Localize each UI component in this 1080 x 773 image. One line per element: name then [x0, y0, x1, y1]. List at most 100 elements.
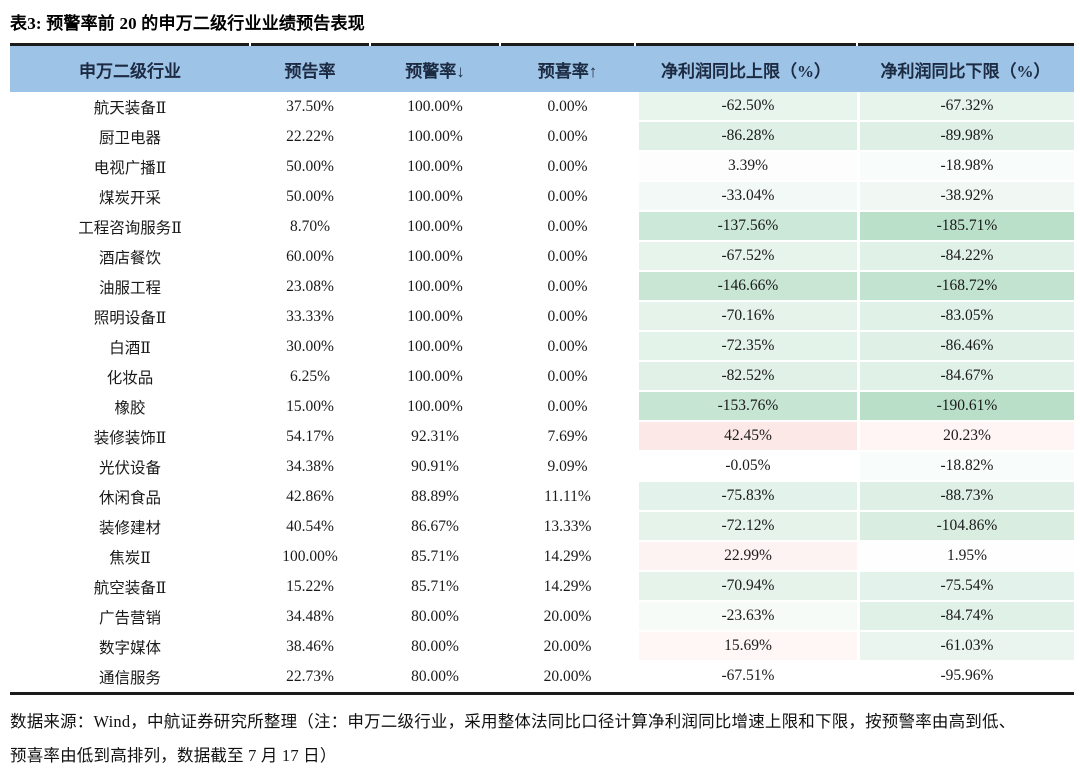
- table-row: 装修装饰Ⅱ 54.17% 92.31% 7.69% 42.45% 20.23%: [10, 422, 1074, 452]
- cell-upper-limit: -137.56%: [635, 212, 857, 242]
- cell-upper-limit: -0.05%: [635, 452, 857, 482]
- table-row: 化妆品 6.25% 100.00% 0.00% -82.52% -84.67%: [10, 362, 1074, 392]
- cell-warning-rate: 100.00%: [370, 272, 500, 302]
- cell-forecast-rate: 50.00%: [250, 182, 370, 212]
- cell-lower-limit: -89.98%: [857, 122, 1074, 152]
- table-row: 装修建材 40.54% 86.67% 13.33% -72.12% -104.86%: [10, 512, 1074, 542]
- cell-lower-limit: -75.54%: [857, 572, 1074, 602]
- cell-positive-rate: 0.00%: [500, 212, 635, 242]
- table-row: 厨卫电器 22.22% 100.00% 0.00% -86.28% -89.98%: [10, 122, 1074, 152]
- cell-upper-limit: 3.39%: [635, 152, 857, 182]
- cell-lower-limit: 20.23%: [857, 422, 1074, 452]
- cell-upper-limit: -72.12%: [635, 512, 857, 542]
- cell-lower-limit: -18.82%: [857, 452, 1074, 482]
- col-header-warning-rate: 预警率↓: [369, 43, 500, 92]
- cell-industry: 光伏设备: [10, 452, 250, 482]
- cell-industry: 数字媒体: [10, 632, 250, 662]
- cell-lower-limit: -168.72%: [857, 272, 1074, 302]
- cell-lower-limit: -84.22%: [857, 242, 1074, 272]
- cell-industry: 广告营销: [10, 602, 250, 632]
- cell-forecast-rate: 38.46%: [250, 632, 370, 662]
- cell-warning-rate: 100.00%: [370, 92, 500, 122]
- cell-forecast-rate: 37.50%: [250, 92, 370, 122]
- table-row: 工程咨询服务Ⅱ 8.70% 100.00% 0.00% -137.56% -185.71%: [10, 212, 1074, 242]
- cell-industry: 橡胶: [10, 392, 250, 422]
- table-row: 油服工程 23.08% 100.00% 0.00% -146.66% -168.72%: [10, 272, 1074, 302]
- table-row: 白酒Ⅱ 30.00% 100.00% 0.00% -72.35% -86.46%: [10, 332, 1074, 362]
- cell-forecast-rate: 33.33%: [250, 302, 370, 332]
- cell-positive-rate: 13.33%: [500, 512, 635, 542]
- cell-positive-rate: 0.00%: [500, 92, 635, 122]
- table-title: 表3: 预警率前 20 的申万二级行业业绩预告表现: [10, 14, 365, 33]
- cell-forecast-rate: 6.25%: [250, 362, 370, 392]
- col-header-industry: 申万二级行业: [10, 43, 250, 92]
- cell-forecast-rate: 34.48%: [250, 602, 370, 632]
- cell-lower-limit: -84.67%: [857, 362, 1074, 392]
- cell-lower-limit: 1.95%: [857, 542, 1074, 572]
- cell-positive-rate: 0.00%: [500, 302, 635, 332]
- cell-positive-rate: 9.09%: [500, 452, 635, 482]
- cell-upper-limit: 22.99%: [635, 542, 857, 572]
- cell-upper-limit: -75.83%: [635, 482, 857, 512]
- table-row: 照明设备Ⅱ 33.33% 100.00% 0.00% -70.16% -83.05%: [10, 302, 1074, 332]
- cell-warning-rate: 100.00%: [370, 152, 500, 182]
- cell-upper-limit: -82.52%: [635, 362, 857, 392]
- cell-upper-limit: -153.76%: [635, 392, 857, 422]
- cell-positive-rate: 14.29%: [500, 542, 635, 572]
- table-row: 通信服务 22.73% 80.00% 20.00% -67.51% -95.96%: [10, 662, 1074, 692]
- cell-warning-rate: 90.91%: [370, 452, 500, 482]
- cell-warning-rate: 85.71%: [370, 572, 500, 602]
- cell-warning-rate: 92.31%: [370, 422, 500, 452]
- cell-warning-rate: 100.00%: [370, 242, 500, 272]
- cell-forecast-rate: 15.00%: [250, 392, 370, 422]
- cell-warning-rate: 100.00%: [370, 182, 500, 212]
- cell-lower-limit: -104.86%: [857, 512, 1074, 542]
- cell-positive-rate: 0.00%: [500, 152, 635, 182]
- cell-warning-rate: 86.67%: [370, 512, 500, 542]
- col-header-upper-limit: 净利润同比上限（%）: [634, 43, 857, 92]
- forecast-table: 申万二级行业 预告率 预警率↓ 预喜率↑ 净利润同比上限（%） 净利润同比下限（…: [10, 43, 1074, 695]
- cell-forecast-rate: 34.38%: [250, 452, 370, 482]
- cell-upper-limit: 42.45%: [635, 422, 857, 452]
- cell-lower-limit: -67.32%: [857, 92, 1074, 122]
- table-header: 申万二级行业 预告率 预警率↓ 预喜率↑ 净利润同比上限（%） 净利润同比下限（…: [10, 43, 1074, 92]
- cell-lower-limit: -83.05%: [857, 302, 1074, 332]
- cell-industry: 厨卫电器: [10, 122, 250, 152]
- cell-positive-rate: 14.29%: [500, 572, 635, 602]
- cell-warning-rate: 100.00%: [370, 332, 500, 362]
- cell-industry: 酒店餐饮: [10, 242, 250, 272]
- cell-forecast-rate: 22.73%: [250, 662, 370, 692]
- source-footnote: 数据来源：Wind，中航证券研究所整理（注：申万二级行业，采用整体法同比口径计算…: [10, 712, 1016, 765]
- cell-warning-rate: 100.00%: [370, 392, 500, 422]
- cell-positive-rate: 11.11%: [500, 482, 635, 512]
- cell-forecast-rate: 22.22%: [250, 122, 370, 152]
- cell-upper-limit: -23.63%: [635, 602, 857, 632]
- col-header-positive-rate: 预喜率↑: [499, 43, 635, 92]
- table-row: 电视广播Ⅱ 50.00% 100.00% 0.00% 3.39% -18.98%: [10, 152, 1074, 182]
- table-row: 航天装备Ⅱ 37.50% 100.00% 0.00% -62.50% -67.32%: [10, 92, 1074, 122]
- cell-warning-rate: 88.89%: [370, 482, 500, 512]
- cell-positive-rate: 20.00%: [500, 602, 635, 632]
- cell-industry: 油服工程: [10, 272, 250, 302]
- table-row: 光伏设备 34.38% 90.91% 9.09% -0.05% -18.82%: [10, 452, 1074, 482]
- table-row: 广告营销 34.48% 80.00% 20.00% -23.63% -84.74%: [10, 602, 1074, 632]
- cell-positive-rate: 0.00%: [500, 242, 635, 272]
- cell-positive-rate: 0.00%: [500, 332, 635, 362]
- cell-lower-limit: -86.46%: [857, 332, 1074, 362]
- cell-positive-rate: 0.00%: [500, 182, 635, 212]
- header-row: 申万二级行业 预告率 预警率↓ 预喜率↑ 净利润同比上限（%） 净利润同比下限（…: [10, 43, 1074, 92]
- cell-upper-limit: -67.52%: [635, 242, 857, 272]
- table-row: 数字媒体 38.46% 80.00% 20.00% 15.69% -61.03%: [10, 632, 1074, 662]
- table-row: 航空装备Ⅱ 15.22% 85.71% 14.29% -70.94% -75.54%: [10, 572, 1074, 602]
- cell-upper-limit: -33.04%: [635, 182, 857, 212]
- cell-forecast-rate: 60.00%: [250, 242, 370, 272]
- table-row: 煤炭开采 50.00% 100.00% 0.00% -33.04% -38.92%: [10, 182, 1074, 212]
- cell-upper-limit: 15.69%: [635, 632, 857, 662]
- cell-positive-rate: 20.00%: [500, 662, 635, 692]
- cell-forecast-rate: 54.17%: [250, 422, 370, 452]
- col-header-forecast-rate: 预告率: [249, 43, 370, 92]
- cell-forecast-rate: 50.00%: [250, 152, 370, 182]
- cell-positive-rate: 0.00%: [500, 392, 635, 422]
- cell-warning-rate: 85.71%: [370, 542, 500, 572]
- cell-industry: 通信服务: [10, 662, 250, 692]
